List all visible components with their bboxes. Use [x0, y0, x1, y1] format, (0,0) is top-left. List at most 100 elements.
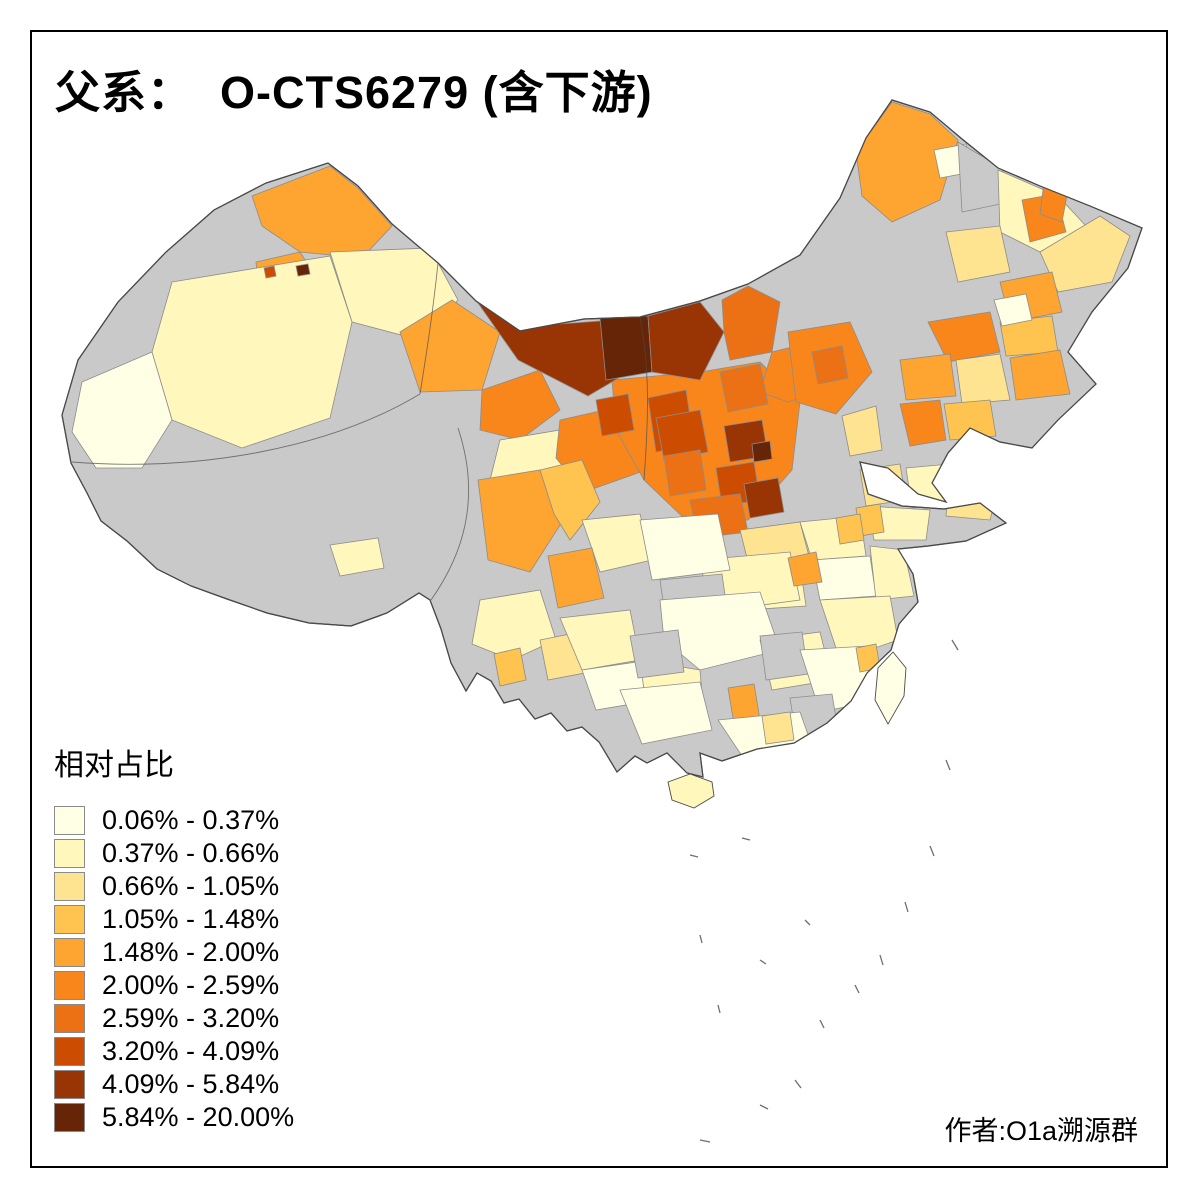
- map-region-yunnan-pale: [471, 589, 557, 661]
- legend-row-7: 3.20% - 4.09%: [54, 1035, 294, 1068]
- map-region-liaoning-yellow-e: [943, 399, 997, 441]
- legend-row-8: 4.09% - 5.84%: [54, 1068, 294, 1101]
- legend-title: 相对占比: [54, 749, 174, 782]
- map-region-jiangsu-pale: [869, 545, 915, 601]
- map-region-liaoning-orange-a: [899, 353, 957, 401]
- sea-island-dash-13: [717, 1004, 721, 1014]
- sea-island-dash-1: [945, 759, 951, 771]
- sea-island-dash-15: [804, 919, 811, 926]
- map-region-datong-dark-orange: [719, 363, 769, 413]
- map-region-liangshan-orange: [547, 547, 605, 609]
- legend-row-6: 2.59% - 3.20%: [54, 1002, 294, 1035]
- map-region-liaoning-yellow-b: [955, 353, 1011, 405]
- map-region-xinjiang-west-cream: [71, 351, 173, 469]
- sea-island-dash-4: [879, 954, 884, 966]
- legend-swatch-6: [54, 1004, 85, 1033]
- map-region-beijing-dark-orange: [811, 345, 849, 385]
- legend-label-8: 4.09% - 5.84%: [102, 1069, 280, 1099]
- legend-row-4: 1.48% - 2.00%: [54, 936, 294, 969]
- province-border-1: [419, 262, 439, 395]
- legend-swatch-0: [54, 806, 85, 835]
- sea-island-dash-11: [741, 837, 751, 841]
- map-region-liaoning-orange-c: [1009, 349, 1071, 401]
- map-region-qinghai-east-dark: [595, 393, 635, 437]
- legend-label-6: 2.59% - 3.20%: [102, 1003, 280, 1033]
- map-region-xinjiang-red-dot: [263, 265, 277, 279]
- legend-items: 0.06% - 0.37% 0.37% - 0.66% 0.66% - 1.05% 1…: [54, 804, 294, 1134]
- legend-swatch-1: [54, 839, 85, 868]
- prefecture-patches: [71, 101, 1131, 757]
- map-region-ordos-dark: [655, 409, 709, 461]
- map-region-tibet-pale-spot: [329, 537, 385, 577]
- legend-label-4: 1.48% - 2.00%: [102, 937, 280, 967]
- map-region-guangxi-cream: [619, 681, 713, 745]
- map-region-neimenggu-dark-mid: [647, 301, 725, 381]
- map-region-hexi-orange-east: [479, 369, 561, 441]
- sea-island-dash-8: [759, 1104, 769, 1110]
- map-region-shandong-pale-2: [905, 463, 957, 509]
- province-border-3: [639, 316, 648, 481]
- legend-swatch-5: [54, 971, 85, 1000]
- map-region-xinjiang-central-pale: [151, 255, 353, 449]
- map-region-sichuan-east-cream: [639, 513, 731, 581]
- legend-row-3: 1.05% - 1.48%: [54, 903, 294, 936]
- legend-swatch-7: [54, 1037, 85, 1066]
- sea-island-dash-10: [689, 854, 699, 858]
- island-hainan: [667, 773, 715, 809]
- legend-swatch-2: [54, 872, 85, 901]
- map-region-jiangxi-gray: [759, 631, 809, 681]
- map-region-xinjiang-north-orange: [251, 165, 393, 259]
- map-region-sichuan-west-orange: [477, 469, 563, 573]
- legend-label-9: 5.84% - 20.00%: [102, 1102, 295, 1132]
- map-region-guangdong-yellow-spot: [761, 711, 795, 745]
- legend-label-1: 0.37% - 0.66%: [102, 838, 280, 868]
- legend-swatch-4: [54, 938, 85, 967]
- map-region-xinjiang-dark-dot: [295, 263, 311, 277]
- sea-island-dash-3: [904, 901, 909, 913]
- province-border-0: [71, 393, 421, 465]
- sea-island-dash-5: [854, 984, 860, 994]
- sea-island-dash-0: [951, 639, 959, 651]
- map-region-loess-dark-orange: [663, 449, 707, 497]
- legend-swatch-9: [54, 1103, 85, 1132]
- legend-label-3: 1.05% - 1.48%: [102, 904, 280, 934]
- legend-swatch-8: [54, 1070, 85, 1099]
- province-border-2: [430, 427, 470, 601]
- map-region-jilin-orange2: [927, 311, 1001, 363]
- sea-island-dash-14: [759, 959, 767, 965]
- map-region-anhui-orange-spot: [835, 513, 865, 545]
- map-region-hebei-coast-yellow: [841, 405, 883, 457]
- map-region-hexi-orange-west: [399, 299, 501, 393]
- legend-label-5: 2.00% - 2.59%: [102, 970, 280, 1000]
- sea-island-dash-12: [699, 934, 703, 944]
- sea-island-dash-2: [929, 845, 935, 857]
- map-region-jilin-white-spot: [993, 293, 1033, 327]
- sea-island-dash-9: [699, 1139, 711, 1143]
- sea-island-dash-7: [794, 1079, 802, 1089]
- legend: 相对占比 0.06% - 0.37% 0.37% - 0.66% 0.66% - 1…: [54, 740, 294, 1134]
- map-region-hubei-orange-spot: [787, 551, 823, 587]
- legend-label-7: 3.20% - 4.09%: [102, 1036, 280, 1066]
- legend-row-9: 5.84% - 20.00%: [54, 1101, 294, 1134]
- legend-row-5: 2.00% - 2.59%: [54, 969, 294, 1002]
- map-region-hunan-gray: [629, 629, 685, 679]
- map-region-heilongjiang-mid-yellow: [945, 225, 1011, 283]
- legend-label-2: 0.66% - 1.05%: [102, 871, 280, 901]
- legend-swatch-3: [54, 905, 85, 934]
- china-mainland-outline: [61, 99, 1143, 778]
- map-region-liaoning-orange-d: [899, 399, 947, 447]
- sea-island-dash-6: [819, 1019, 825, 1029]
- map-region-yunnan-orange-spot: [493, 647, 527, 687]
- map-region-fujian-orange-spot: [855, 643, 881, 673]
- map-region-shaanxi-darkest-spot: [751, 440, 773, 463]
- author-credit: 作者:O1a溯源群: [944, 1116, 1138, 1146]
- legend-row-1: 0.37% - 0.66%: [54, 837, 294, 870]
- page-title: 父系： O-CTS6279 (含下游): [55, 67, 653, 118]
- legend-row-0: 0.06% - 0.37%: [54, 804, 294, 837]
- legend-row-2: 0.66% - 1.05%: [54, 870, 294, 903]
- map-region-shaanxi-dark-south: [743, 477, 785, 519]
- island-taiwan: [874, 651, 907, 725]
- legend-label-0: 0.06% - 0.37%: [102, 805, 280, 835]
